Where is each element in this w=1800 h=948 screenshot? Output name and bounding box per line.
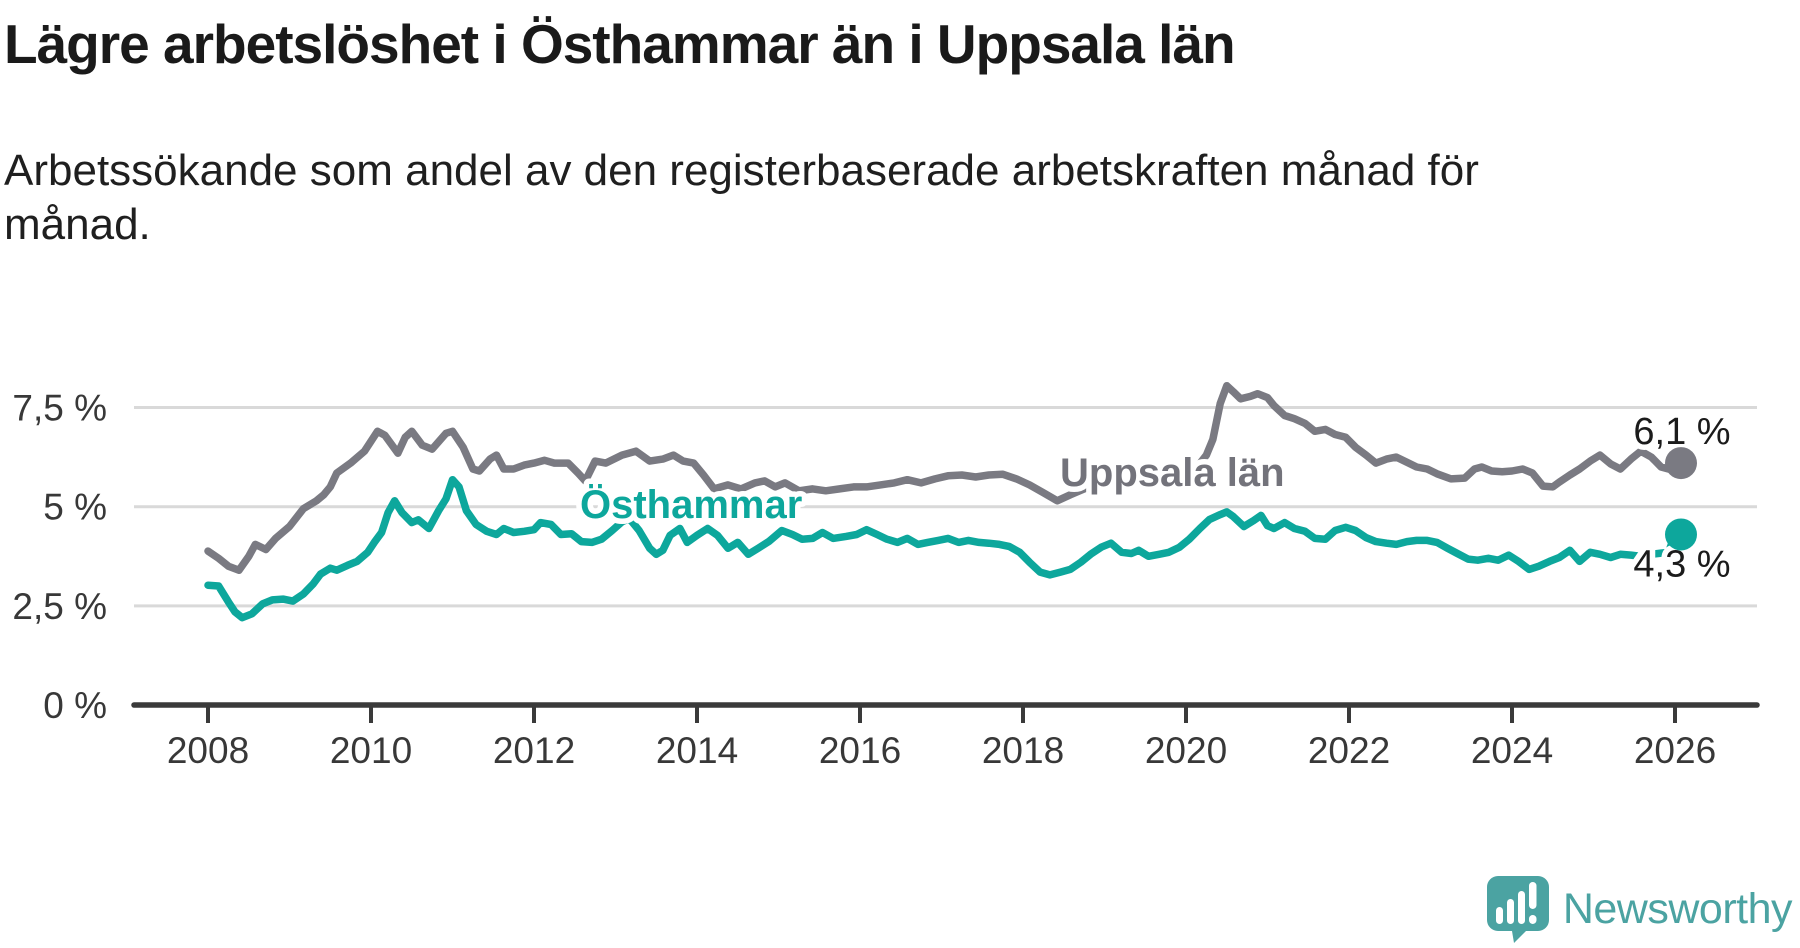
series-line-osthammar: [204, 475, 1679, 622]
series-label-osthammar: Östhammar: [580, 482, 802, 527]
newsworthy-logo-text: Newsworthy: [1562, 884, 1793, 933]
end-value-label-uppsala-lan: 6,1 %: [1633, 411, 1730, 453]
y-tick-label: 2,5 %: [12, 586, 107, 627]
end-value-label-osthammar: 4,3 %: [1633, 543, 1730, 585]
page-title: Lägre arbetslöshet i Östhammar än i Upps…: [4, 13, 1236, 75]
newsworthy-logo: Newsworthy: [1485, 874, 1793, 944]
x-tick-label: 2024: [1471, 730, 1553, 771]
end-dot-uppsala-lan: [1665, 447, 1697, 480]
x-tick-label: 2018: [982, 730, 1064, 771]
bar-large: [1517, 891, 1525, 924]
series-label-uppsala-lan: Uppsala län: [1060, 451, 1285, 495]
exclamation-dot: [1528, 915, 1537, 924]
x-tick-label: 2012: [493, 730, 575, 771]
y-tick-label: 7,5 %: [12, 388, 107, 429]
newsworthy-logo-icon: [1486, 876, 1549, 943]
chart-subtitle: Arbetssökande som andel av den registerb…: [4, 144, 1704, 251]
x-tick-label: 2010: [330, 730, 412, 771]
bar-medium: [1506, 899, 1514, 924]
y-tick-label: 0 %: [43, 685, 107, 726]
x-tick-label: 2022: [1308, 730, 1390, 771]
series-line-uppsala-lan: [204, 381, 1679, 574]
exclamation-bar: [1528, 882, 1537, 909]
x-tick-label: 2008: [167, 730, 249, 771]
x-tick-label: 2020: [1145, 730, 1227, 771]
x-tick-label: 2016: [819, 730, 901, 771]
x-tick-label: 2026: [1634, 730, 1716, 771]
subtitle-line-2: månad.: [4, 199, 151, 249]
y-tick-label: 5 %: [43, 487, 107, 528]
end-dot-osthammar: [1665, 518, 1697, 551]
subtitle-line-1: Arbetssökande som andel av den registerb…: [4, 146, 1479, 195]
x-tick-label: 2014: [656, 730, 738, 771]
bar-small: [1495, 907, 1503, 924]
